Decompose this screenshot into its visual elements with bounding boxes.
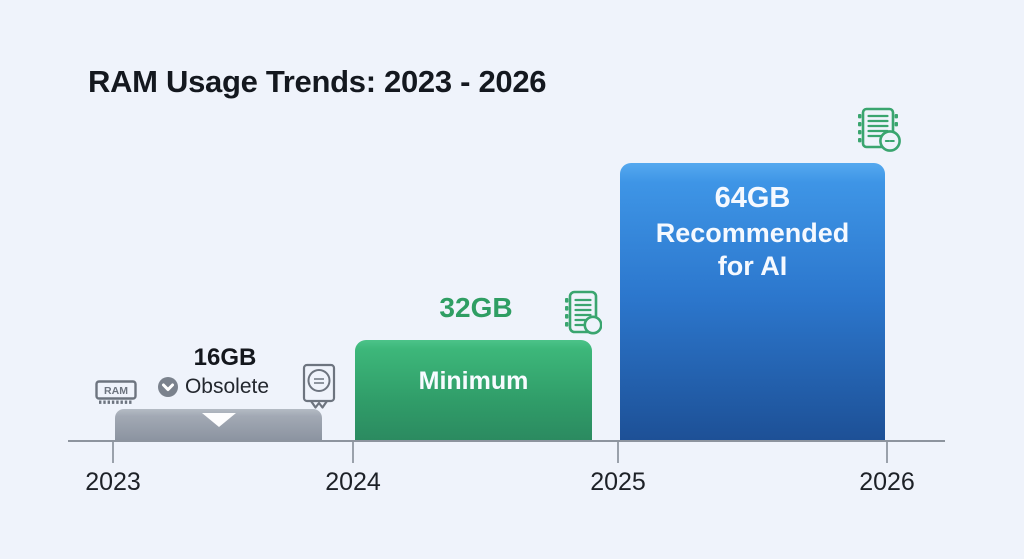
chart-title: RAM Usage Trends: 2023 - 2026 (88, 64, 547, 99)
bar-2025-recommended-label: Recommended (655, 218, 850, 249)
bar-2025-value-label: 64GB (714, 182, 791, 214)
certificate-badge-icon (300, 362, 338, 410)
bar-2023-status: Obsolete (148, 375, 278, 399)
memory-spec-document-icon (562, 288, 602, 338)
bar-2023-value-label: 16GB (193, 344, 257, 371)
bar-2023 (115, 409, 322, 441)
x-axis-line (68, 440, 945, 442)
down-triangle-icon (201, 413, 236, 427)
bar-2024-value-label: 32GB (439, 292, 513, 323)
ram-chip-icon: RAM (92, 378, 140, 406)
x-axis-tick-2025 (617, 442, 619, 463)
bar-2025-for-ai-label: for AI (717, 251, 788, 282)
bar-2025: 64GB Recommended for AI (620, 163, 885, 441)
svg-text:RAM: RAM (104, 385, 128, 397)
ai-memory-spec-icon (854, 105, 904, 155)
x-axis-label-2026: 2026 (859, 468, 915, 496)
chevron-down-circle-icon (157, 377, 178, 397)
x-axis-tick-2024 (352, 442, 354, 463)
x-axis-label-2025: 2025 (590, 468, 646, 496)
bar-2024: Minimum (355, 340, 592, 441)
x-axis-tick-2026 (886, 442, 888, 463)
bar-2025-inside-label: 64GB Recommended for AI (620, 163, 885, 282)
bar-2023-status-label: Obsolete (184, 375, 270, 398)
x-axis-tick-2023 (112, 442, 114, 463)
x-axis-label-2024: 2024 (325, 468, 381, 496)
bar-2024-inside-label: Minimum (418, 367, 529, 395)
x-axis-label-2023: 2023 (85, 468, 141, 496)
